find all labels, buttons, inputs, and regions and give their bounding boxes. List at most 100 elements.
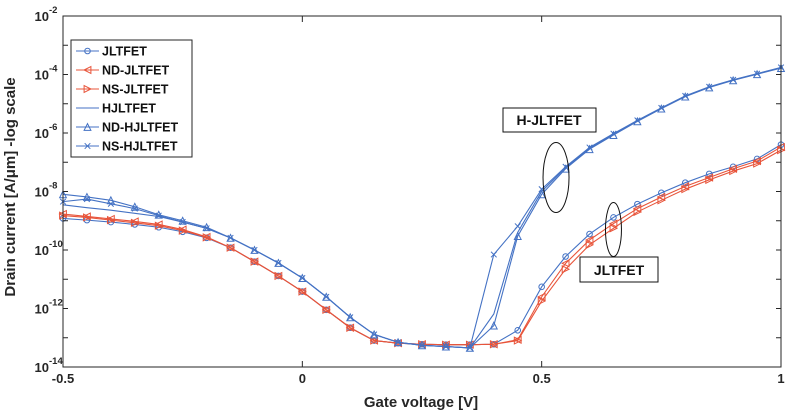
data-point (706, 83, 713, 90)
data-point-stroke (682, 92, 689, 100)
y-tick-exponent: -2 (49, 5, 57, 16)
annotation-layer: H-JLTFET JLTFET (502, 107, 659, 283)
annotation-label: H-JLTFET (516, 112, 582, 128)
x-axis-title: Gate voltage [V] (364, 394, 478, 411)
x-tick-label: 0 (299, 371, 306, 386)
legend-label: ND-JLTFET (102, 64, 169, 78)
data-point (250, 257, 259, 266)
data-point-stroke (275, 259, 282, 267)
data-point (610, 214, 617, 221)
data-point-stroke (179, 218, 186, 226)
data-point (298, 287, 307, 296)
annotation-box (502, 107, 597, 133)
x-tick-label: -0.5 (52, 371, 74, 386)
y-tick-label: 10 (35, 243, 49, 258)
data-point (753, 70, 761, 77)
data-point-stroke (203, 225, 210, 232)
data-point (227, 234, 234, 242)
data-point (538, 283, 545, 291)
data-point (84, 47, 91, 55)
data-point (562, 253, 569, 260)
series-ns-hjltfet (59, 64, 785, 352)
data-point-stroke (706, 83, 713, 90)
data-point (561, 265, 571, 274)
data-point (179, 218, 186, 226)
data-point (705, 175, 714, 185)
y-tick-label: 10 (35, 185, 49, 200)
legend-entry: HJLTFET (76, 102, 156, 116)
data-point (704, 173, 714, 182)
data-point (322, 305, 331, 315)
y-tick-label: 10 (35, 360, 49, 375)
data-point (274, 258, 283, 267)
data-point-stroke (323, 293, 330, 301)
data-point (586, 230, 593, 238)
annotation-ellipse (542, 142, 570, 214)
data-point (514, 223, 521, 230)
data-point-stroke (586, 144, 593, 151)
data-point (131, 205, 138, 212)
data-point-stroke (131, 205, 138, 212)
data-point (585, 235, 594, 245)
legend-label: HJLTFET (102, 102, 156, 116)
legend-entry: NS-JLTFET (76, 83, 169, 97)
y-tick-label: 10 (35, 302, 49, 317)
data-point (513, 231, 522, 240)
series-layer (58, 63, 786, 352)
data-point (729, 76, 737, 83)
data-point (513, 336, 523, 345)
data-point (346, 323, 355, 332)
data-point-stroke (658, 104, 665, 112)
legend-label: JLTFET (102, 45, 147, 59)
data-point-stroke (155, 212, 162, 219)
data-point (226, 243, 236, 252)
legend-entry: ND-HJLTFET (76, 121, 179, 135)
data-point (514, 326, 522, 334)
legend: JLTFET ND-JLTFET NS-JLTFET HJLTFET ND-HJLTFE… (70, 39, 193, 158)
data-point-stroke (514, 223, 521, 230)
data-point (608, 219, 618, 228)
data-point (418, 342, 426, 349)
data-point (585, 240, 595, 250)
data-point-stroke (394, 339, 402, 346)
data-point (203, 225, 210, 232)
data-point (490, 251, 497, 258)
data-point (682, 92, 689, 100)
data-point (728, 164, 738, 173)
data-point (370, 336, 379, 345)
data-point (130, 218, 140, 228)
data-point (83, 195, 91, 203)
data-point (82, 212, 91, 221)
data-point-stroke (227, 234, 234, 242)
y-tick-exponent: -12 (49, 298, 63, 309)
data-point (202, 233, 212, 242)
data-point (370, 331, 378, 338)
data-point (226, 233, 235, 242)
legend-entry: ND-JLTFET (76, 64, 169, 78)
data-point (753, 159, 762, 168)
data-point (106, 215, 116, 225)
data-point (537, 189, 546, 199)
data-point (250, 245, 259, 254)
x-tick-label: 1 (777, 371, 784, 386)
annotation-box (579, 256, 659, 283)
data-point (347, 314, 354, 321)
y-axis-title: Drain current [A/μm] -log scale (2, 77, 19, 296)
data-point (323, 293, 330, 301)
series-line (62, 149, 782, 346)
data-point (298, 273, 307, 282)
data-point (442, 343, 450, 350)
data-point-stroke (251, 246, 258, 254)
data-point (154, 221, 164, 230)
data-point-stroke (610, 130, 617, 137)
data-point (83, 122, 92, 131)
data-point (345, 312, 355, 322)
data-point (609, 224, 618, 233)
legend-label: ND-HJLTFET (102, 121, 179, 135)
data-point (634, 117, 641, 124)
y-tick-exponent: -6 (49, 122, 57, 133)
data-point (657, 196, 666, 205)
data-point (83, 213, 92, 222)
data-point-stroke (83, 195, 91, 203)
annotation-h-jltfet: H-JLTFET (502, 107, 597, 214)
